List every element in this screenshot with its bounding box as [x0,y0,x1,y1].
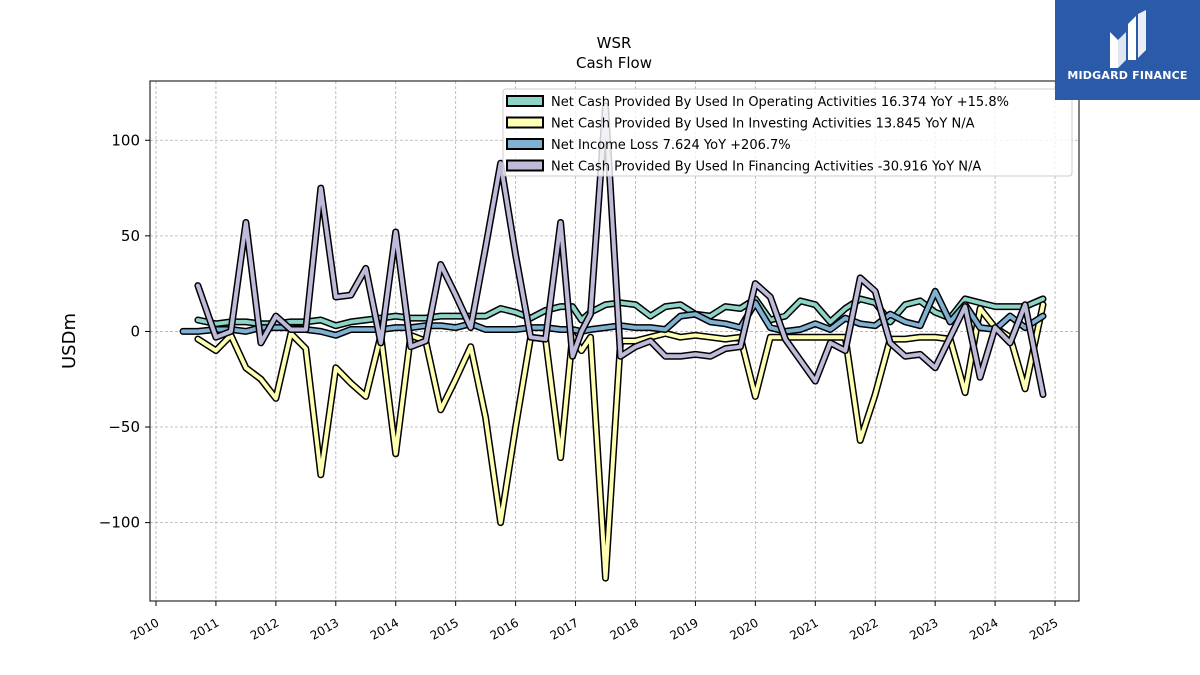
series-line [195,296,1045,328]
y-tick-label: −100 [99,514,140,532]
series-4 [194,102,1047,398]
y-tick-label: −50 [108,418,140,436]
series-line [195,302,1045,581]
chart-subtitle: Cash Flow [576,54,652,72]
legend: Net Cash Provided By Used In Operating A… [502,88,1073,177]
series-line [195,103,1045,397]
x-tick-label: 2024 [967,615,1000,642]
y-tick-label: 100 [111,131,140,149]
x-tick-label: 2023 [907,615,940,642]
x-tick-label: 2010 [128,615,161,642]
y-tick-label: 50 [121,227,140,245]
legend-entry: Net Income Loss 7.624 YoY +206.7% [551,138,791,153]
y-tick-label: 0 [130,322,140,340]
x-tick-label: 2025 [1027,615,1060,642]
x-tick-label: 2021 [787,615,820,642]
x-tick-label: 2018 [608,615,641,642]
x-tick-label: 2022 [847,615,880,642]
plot-frame [149,80,1080,602]
legend-entry: Net Cash Provided By Used In Investing A… [551,117,975,132]
legend-entry: Net Cash Provided By Used In Financing A… [551,160,981,175]
x-tick-label: 2014 [368,615,401,642]
x-tick-label: 2013 [308,615,341,642]
series-3 [179,287,1047,339]
x-tick-label: 2017 [548,615,581,642]
legend-entry: Net Cash Provided By Used In Operating A… [551,95,1009,110]
logo-text: MIDGARD FINANCE [1067,69,1188,82]
midgard-finance-logo: MIDGARD FINANCE [1055,0,1200,100]
axes: 100 50 0 −50 −100 2010 2011 2012 2013 2014 2015 201… [99,131,1061,643]
series-line [181,289,1045,338]
x-tick-label: 2020 [727,615,760,642]
plot-lines [179,102,1047,582]
logo-mark-icon [1110,10,1146,68]
x-tick-label: 2011 [188,615,221,642]
y-axis-label: USDm [59,313,80,369]
chart-title: WSR [597,34,632,52]
x-tick-label: 2016 [488,615,521,642]
series-1 [194,295,1047,330]
legend-swatch [506,95,544,107]
legend-box [502,88,1073,177]
series-2 [194,301,1047,582]
x-tick-label: 2015 [428,615,461,642]
x-tick-label: 2012 [248,615,281,642]
legend-swatch [506,138,544,150]
x-tick-label: 2019 [667,615,700,642]
legend-swatch [506,116,544,129]
legend-swatch [506,159,544,172]
